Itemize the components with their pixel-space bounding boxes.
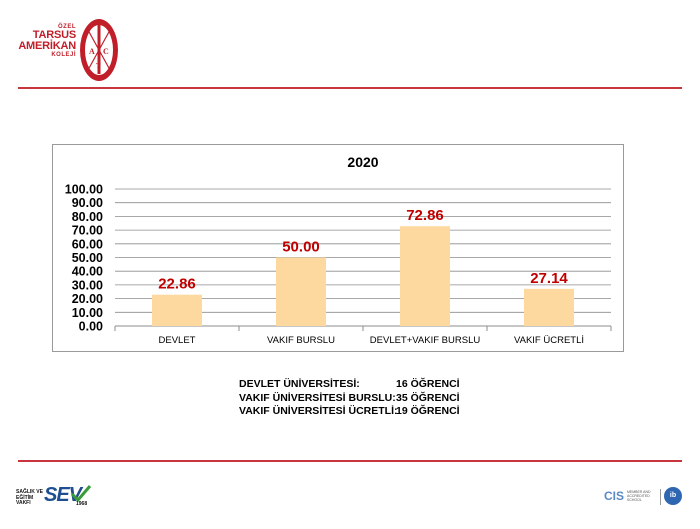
sev-text-line: EĞİTİM	[16, 494, 34, 501]
chart-frame: 2020 0.00 10.00 20.00 30.00 40.00 50.00 60.00 70…	[52, 144, 624, 352]
sev-text-line: VAKFI	[16, 500, 31, 506]
y-tick-label: 60.00	[72, 237, 103, 251]
cis-sub-line: MEMBER AND	[627, 490, 651, 494]
y-tick-label: 70.00	[72, 224, 103, 238]
y-tick-label: 30.00	[72, 278, 103, 292]
student-count-summary: DEVLET ÜNİVERSİTESİ: 16 ÖĞRENCİ VAKIF ÜNİ…	[239, 378, 460, 419]
cis-sub-line: ACCREDITED	[627, 494, 650, 498]
summary-row: DEVLET ÜNİVERSİTESİ: 16 ÖĞRENCİ	[239, 378, 460, 392]
bar	[400, 226, 450, 326]
footer-divider	[18, 460, 682, 462]
logo-line-tarsus: TARSUS	[32, 29, 76, 41]
logo-separator	[660, 489, 661, 505]
logo-line-koleji: KOLEJİ	[51, 52, 76, 58]
x-tick-label: DEVLET	[159, 335, 196, 346]
summary-row: VAKIF ÜNİVERSİTESİ BURSLU:35 ÖĞRENCİ	[239, 392, 460, 406]
ib-logo: ib	[664, 487, 682, 505]
summary-row: VAKIF ÜNİVERSİTESİ ÜCRETLİ:19 ÖĞRENCİ	[239, 405, 460, 419]
summary-label: VAKIF ÜNİVERSİTESİ ÜCRETLİ:	[239, 405, 398, 417]
emblem-letter-a: A	[89, 47, 95, 56]
cis-logo: CIS	[604, 489, 625, 503]
summary-label: DEVLET ÜNİVERSİTESİ:	[239, 378, 360, 390]
logo-line-ozel: ÖZEL	[58, 24, 76, 30]
x-tick-label: VAKIF ÜCRETLİ	[514, 335, 584, 346]
school-logo-text: ÖZEL TARSUS AMERİKAN KOLEJİ	[14, 24, 76, 58]
sev-text-line: SAĞLIK VE	[16, 489, 43, 495]
y-tick-label: 80.00	[72, 210, 103, 224]
cis-subtitle: MEMBER AND ACCREDITED SCHOOL	[627, 490, 651, 502]
data-label: 27.14	[530, 270, 568, 287]
y-tick-label: 20.00	[72, 292, 103, 306]
summary-value: 19 ÖĞRENCİ	[396, 405, 460, 417]
y-tick-label: 10.00	[72, 306, 103, 320]
sev-logo: SEV	[44, 484, 82, 506]
summary-value: 16 ÖĞRENCİ	[396, 378, 460, 390]
x-tick-label: VAKIF BURSLU	[267, 335, 335, 346]
y-tick-label: 90.00	[72, 196, 103, 210]
bar-chart: 20200.0010.0020.0030.0040.0050.0060.0070…	[65, 154, 612, 346]
y-tick-label: 40.00	[72, 265, 103, 279]
sev-year: 1968	[76, 501, 88, 507]
y-tick-label: 50.00	[72, 251, 103, 265]
bar	[276, 257, 326, 326]
data-label: 72.86	[406, 207, 444, 224]
summary-value: 35 ÖĞRENCİ	[396, 391, 460, 404]
school-emblem-icon: A C T	[80, 19, 118, 81]
cis-sub-line: SCHOOL	[627, 498, 642, 502]
emblem-letter-t: T	[96, 62, 101, 70]
emblem-letter-c: C	[103, 47, 109, 56]
data-label: 22.86	[158, 276, 196, 293]
summary-label: VAKIF ÜNİVERSİTESİ BURSLU:	[239, 391, 396, 404]
sev-checkmark-icon	[70, 485, 92, 502]
logo-line-amerikan: AMERİKAN	[18, 40, 76, 52]
x-tick-label: DEVLET+VAKIF BURSLU	[370, 335, 481, 346]
y-tick-label: 0.00	[79, 320, 103, 334]
chart-title: 2020	[347, 154, 378, 170]
header-divider	[18, 87, 682, 89]
bar	[524, 288, 574, 326]
sev-foundation-text: SAĞLIK VE EĞİTİM VAKFI	[16, 489, 43, 507]
bar	[152, 294, 202, 326]
data-label: 50.00	[282, 239, 320, 256]
y-tick-label: 100.00	[65, 183, 103, 197]
